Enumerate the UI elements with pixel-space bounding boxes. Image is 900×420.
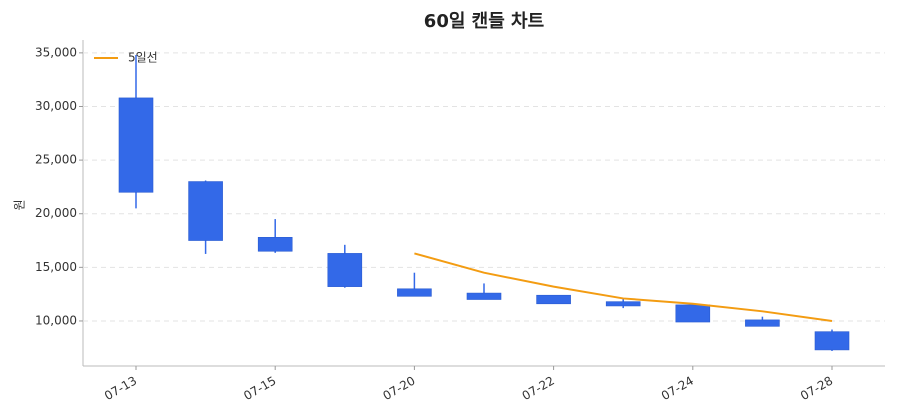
candle-body [397,288,432,297]
y-tick-label: 30,000 [35,99,77,113]
y-tick-label: 35,000 [35,45,77,59]
candle-body [814,331,850,351]
candle-body [536,294,571,305]
candle-body [745,319,780,327]
ma-line [414,252,833,322]
x-tick-label: 07-20 [380,374,417,404]
legend-label: 5일선 [128,51,158,65]
x-tick-label: 07-24 [659,374,696,404]
candle-body [118,97,154,193]
candle-body [257,237,293,252]
y-axis-label: 원 [13,199,27,210]
y-tick-label: 25,000 [35,153,77,167]
y-tick-label: 10,000 [35,313,77,327]
chart-title: 60일 캔들 차트 [424,11,544,32]
x-tick-label: 07-13 [102,374,139,404]
candle-body [605,301,641,307]
candle-body [188,181,223,241]
x-tick-label: 07-28 [798,374,835,404]
y-tick-label: 20,000 [35,206,77,220]
candle-body [327,253,363,287]
x-tick-label: 07-22 [520,374,557,404]
candle-body [466,292,502,300]
x-tick-label: 07-15 [241,374,278,404]
candle-body [675,304,711,323]
y-tick-label: 15,000 [35,260,77,274]
